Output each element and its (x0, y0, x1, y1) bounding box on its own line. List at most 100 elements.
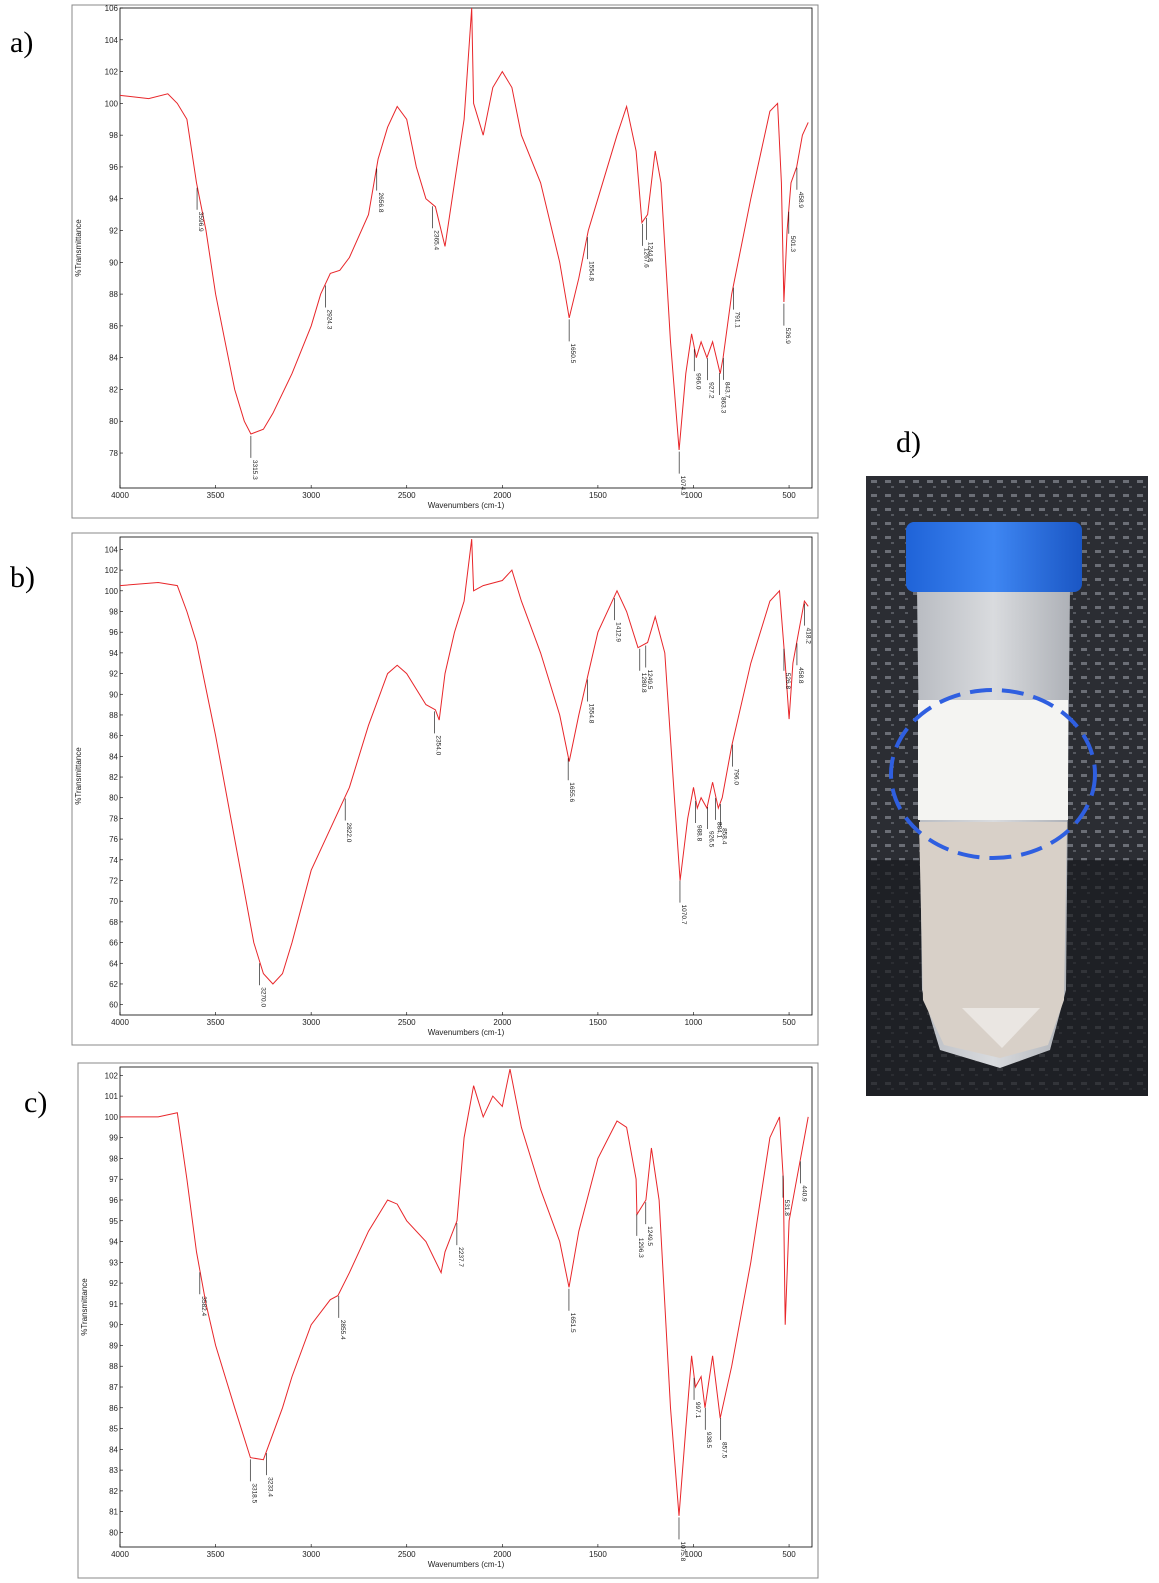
peak-label: 526.8 (784, 673, 791, 690)
y-tick-label: 96 (109, 163, 118, 172)
y-tick-label: 76 (109, 835, 118, 844)
y-tick-label: 84 (109, 1445, 118, 1454)
y-tick-label: 106 (105, 4, 119, 13)
y-tick-label: 80 (109, 417, 118, 426)
peak-label: 1412.9 (615, 622, 622, 642)
spectrum-line (120, 1068, 809, 1516)
peak-label: 1650.5 (569, 343, 576, 363)
y-tick-label: 90 (109, 258, 118, 267)
y-tick-label: 88 (109, 1362, 118, 1371)
x-axis-label: Wavenumbers (cm-1) (428, 1560, 505, 1569)
peak-label: 2365.4 (432, 230, 439, 250)
panel-label: d) (896, 426, 921, 459)
peak-label: 997.1 (694, 1402, 701, 1419)
spectrum-chart: 60 62 64 66 68 70 72 74 76 78 80 82 84 86 88 90 92 94 96 98… (71, 532, 819, 1046)
y-tick-label: 90 (109, 1321, 118, 1330)
highlight-ellipse (889, 688, 1097, 860)
spectrum-line (119, 7, 809, 450)
y-tick-label: 70 (109, 897, 118, 906)
x-tick-label: 4000 (111, 491, 129, 500)
y-tick-label: 104 (105, 545, 119, 554)
x-axis-label: Wavenumbers (cm-1) (428, 501, 505, 510)
y-tick-label: 72 (109, 876, 118, 885)
y-tick-label: 96 (109, 628, 118, 637)
peak-label: 796.0 (732, 769, 739, 786)
x-tick-label: 4000 (111, 1018, 129, 1027)
x-tick-label: 1500 (589, 1018, 607, 1027)
y-tick-label: 81 (109, 1508, 118, 1517)
tube-tip (962, 1008, 1040, 1048)
peak-label: 884.1 (716, 822, 723, 839)
peak-label: 3233.4 (267, 1477, 274, 1497)
cap (906, 522, 1082, 592)
x-tick-label: 1000 (685, 1550, 703, 1559)
y-tick-label: 74 (109, 856, 118, 865)
y-tick-label: 100 (105, 1113, 119, 1122)
peak-label: 1280.8 (640, 673, 647, 693)
y-tick-label: 60 (109, 1001, 118, 1010)
peak-label: 1651.5 (569, 1313, 576, 1333)
y-tick-label: 92 (109, 227, 118, 236)
y-axis-label: %Transmittance (74, 747, 83, 805)
x-tick-label: 3000 (302, 1018, 320, 1027)
peak-label: 927.2 (707, 382, 714, 399)
y-tick-label: 84 (109, 752, 118, 761)
peak-label: 418.2 (805, 628, 812, 645)
peak-label: 1074.9 (679, 476, 686, 496)
y-tick-label: 85 (109, 1425, 118, 1434)
chart-frame (71, 4, 819, 519)
y-tick-label: 88 (109, 290, 118, 299)
x-tick-label: 4000 (111, 1550, 129, 1559)
y-tick-label: 82 (109, 773, 118, 782)
y-tick-label: 84 (109, 354, 118, 363)
y-axis-label: %Transmittance (74, 219, 83, 277)
y-tick-label: 82 (109, 1487, 118, 1496)
y-tick-label: 101 (105, 1092, 119, 1101)
x-tick-label: 1000 (685, 1018, 703, 1027)
y-tick-label: 94 (109, 649, 118, 658)
y-tick-label: 92 (109, 670, 118, 679)
peak-label: 1554.8 (587, 704, 594, 724)
y-tick-label: 102 (105, 566, 119, 575)
x-tick-label: 500 (782, 491, 796, 500)
peak-label: 458.8 (797, 667, 804, 684)
peak-label: 2924.3 (326, 309, 333, 329)
x-tick-label: 3500 (207, 1550, 225, 1559)
panel-label: b) (10, 561, 35, 594)
spectrum-chart: 78 80 82 84 86 88 90 92 94 96 98 100 102 104 106 4000 35… (71, 4, 819, 519)
peak-label: 996.0 (694, 373, 701, 390)
y-tick-label: 86 (109, 322, 118, 331)
y-tick-label: 91 (109, 1300, 118, 1309)
white-layer (918, 700, 1068, 820)
x-tick-label: 3000 (302, 491, 320, 500)
y-axis-label: %Transmittance (80, 1278, 89, 1336)
x-tick-label: 1000 (685, 491, 703, 500)
y-tick-label: 100 (105, 99, 119, 108)
peak-label: 440.9 (800, 1185, 807, 1202)
peak-label: 843.7 (723, 382, 730, 399)
peak-label: 3270.0 (260, 987, 267, 1007)
y-tick-label: 88 (109, 711, 118, 720)
y-tick-label: 80 (109, 794, 118, 803)
x-tick-label: 2500 (398, 491, 416, 500)
y-tick-label: 87 (109, 1383, 118, 1392)
peak-label: 2237.7 (457, 1247, 464, 1267)
peak-label: 526.9 (784, 328, 791, 345)
peak-label: 1075.8 (679, 1541, 686, 1561)
peak-label: 926.5 (708, 831, 715, 848)
photo (866, 476, 1148, 1096)
peak-label: 791.1 (733, 312, 740, 329)
peak-label: 1244.8 (647, 242, 654, 262)
peak-label: 531.8 (783, 1200, 790, 1217)
plot-area (119, 1066, 813, 1548)
chart-frame (77, 1062, 819, 1579)
y-tick-label: 100 (105, 587, 119, 596)
y-tick-label: 92 (109, 1279, 118, 1288)
x-tick-label: 3000 (302, 1550, 320, 1559)
y-tick-label: 62 (109, 980, 118, 989)
y-tick-label: 66 (109, 939, 118, 948)
y-tick-label: 83 (109, 1466, 118, 1475)
y-tick-label: 78 (109, 814, 118, 823)
peak-label: 988.8 (696, 825, 703, 842)
